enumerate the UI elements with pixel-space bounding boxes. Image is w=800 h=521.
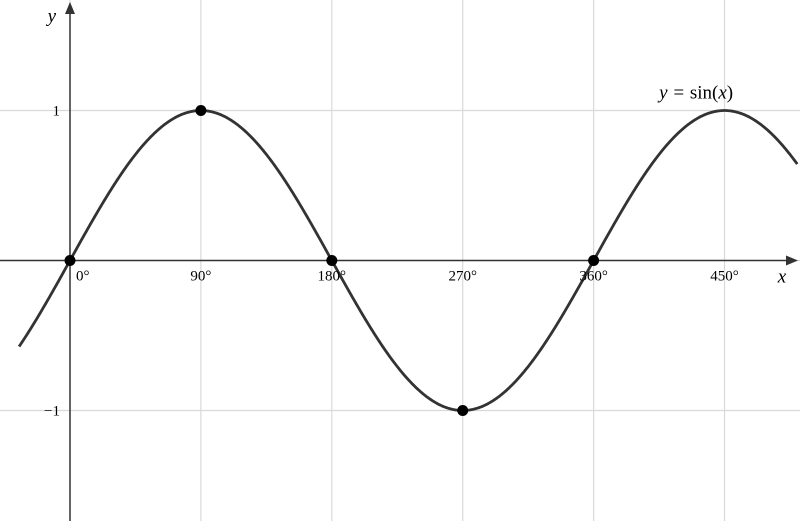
data-point bbox=[65, 255, 76, 266]
x-axis-label: x bbox=[777, 267, 787, 288]
x-tick-label: 360° bbox=[579, 269, 608, 285]
x-tick-label: 90° bbox=[190, 269, 211, 285]
y-axis-label: y bbox=[46, 6, 57, 27]
data-point bbox=[588, 255, 599, 266]
y-tick-label: −1 bbox=[44, 404, 60, 420]
x-tick-label: 180° bbox=[318, 269, 347, 285]
y-tick-labels: 1 −1 bbox=[44, 104, 60, 420]
y-tick-label: 1 bbox=[53, 104, 61, 120]
function-label: y = sin(x) bbox=[657, 83, 733, 104]
data-point bbox=[326, 255, 337, 266]
data-point bbox=[457, 405, 468, 416]
y-axis-arrow-icon bbox=[65, 2, 75, 14]
x-tick-labels: 0° 90° 180° 270° 360° 450° bbox=[76, 269, 739, 285]
x-tick-label: 270° bbox=[448, 269, 477, 285]
x-axis-arrow-icon bbox=[786, 256, 798, 266]
x-tick-label: 0° bbox=[76, 269, 90, 285]
axes bbox=[0, 2, 798, 521]
x-tick-label: 450° bbox=[710, 269, 739, 285]
sine-chart: 0° 90° 180° 270° 360° 450° 1 −1 x y y = sin(x) bbox=[0, 0, 800, 521]
data-point bbox=[195, 105, 206, 116]
